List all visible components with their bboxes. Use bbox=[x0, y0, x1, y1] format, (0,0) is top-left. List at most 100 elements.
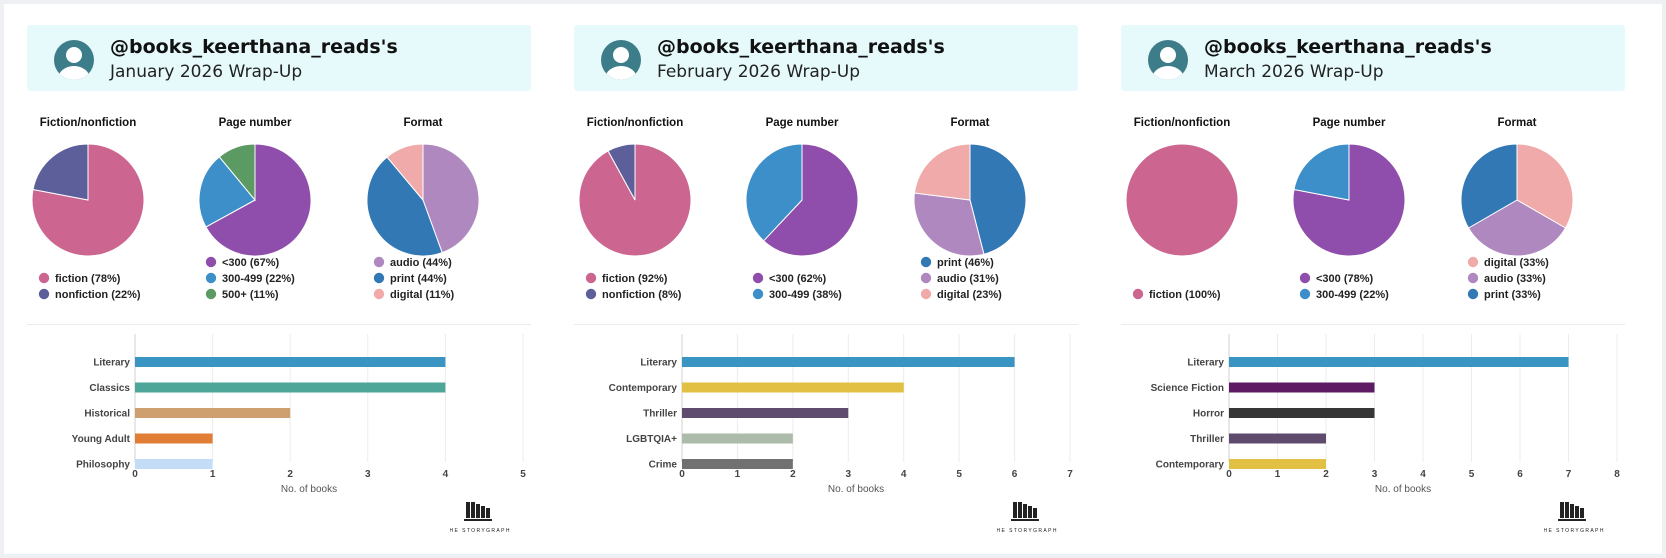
legend-label: digital (23%) bbox=[937, 289, 1002, 301]
legend-label: print (33%) bbox=[1484, 289, 1541, 301]
bar-philosophy[interactable] bbox=[135, 459, 213, 469]
bar-science-fiction[interactable] bbox=[1229, 382, 1375, 393]
bar-lgbtqia[interactable] bbox=[682, 433, 793, 444]
bar-literary[interactable] bbox=[1229, 357, 1569, 367]
pie-title: Page number bbox=[766, 117, 839, 129]
pie-slice-audio-31[interactable] bbox=[913, 192, 985, 257]
legend-swatch bbox=[1467, 256, 1479, 268]
bar-thriller[interactable] bbox=[1229, 433, 1326, 444]
x-tick-label: 1 bbox=[1275, 469, 1281, 480]
wrap-up-panel-january: @books_keerthana_reads's January 2026 Wr… bbox=[4, 4, 538, 554]
pie-slice-print-33[interactable] bbox=[1460, 143, 1518, 229]
pie-slice-nonfiction-8[interactable] bbox=[607, 143, 636, 201]
y-category-label: Contemporary bbox=[609, 383, 678, 394]
y-category-label: Young Adult bbox=[72, 434, 131, 445]
x-tick-label: 6 bbox=[1012, 469, 1018, 480]
divider bbox=[1121, 324, 1625, 325]
user-handle[interactable]: @books_keerthana_reads's bbox=[1204, 36, 1492, 58]
pie-slice-500-11[interactable] bbox=[218, 143, 256, 202]
legend-swatch bbox=[1299, 272, 1311, 284]
legend-label: fiction (78%) bbox=[55, 273, 121, 285]
pie-slice-audio-33[interactable] bbox=[1467, 199, 1567, 257]
pie-slice-nonfiction-22[interactable] bbox=[32, 143, 89, 201]
pie-slice-digital-33[interactable] bbox=[1516, 143, 1574, 229]
legend-item: print (44%) bbox=[373, 272, 447, 285]
pie-fiction-nonfiction: Fiction/nonfiction fiction (78%) nonfictio… bbox=[31, 117, 145, 301]
legend-item: print (33%) bbox=[1467, 288, 1541, 301]
logo-book bbox=[1560, 502, 1564, 518]
logo-book bbox=[466, 502, 470, 518]
pie-slice-300-67[interactable] bbox=[205, 143, 312, 257]
logo-book bbox=[471, 502, 475, 518]
pie-charts: Fiction/nonfiction fiction (92%) nonfictio… bbox=[578, 117, 1027, 301]
avatar[interactable] bbox=[601, 40, 641, 80]
pie-slice-print-44[interactable] bbox=[366, 156, 443, 257]
user-handle[interactable]: @books_keerthana_reads's bbox=[657, 36, 945, 58]
avatar[interactable] bbox=[1148, 40, 1188, 80]
pie-slice-300-499-22[interactable] bbox=[198, 156, 256, 228]
x-tick-label: 3 bbox=[365, 469, 371, 480]
legend-label: 300-499 (22%) bbox=[1316, 289, 1389, 301]
bar-crime[interactable] bbox=[682, 459, 793, 469]
bar-literary[interactable] bbox=[135, 357, 446, 367]
legend-swatch bbox=[373, 256, 385, 268]
pie-slice-digital-23[interactable] bbox=[913, 143, 971, 201]
legend-swatch bbox=[205, 272, 217, 284]
logo-text: THE STORYGRAPH bbox=[997, 528, 1057, 534]
y-category-label: Crime bbox=[649, 460, 678, 471]
y-category-label: Contemporary bbox=[1156, 460, 1225, 471]
avatar[interactable] bbox=[54, 40, 94, 80]
bar-historical[interactable] bbox=[135, 408, 291, 418]
panel-header: @books_keerthana_reads's January 2026 Wr… bbox=[27, 25, 531, 91]
avatar-head bbox=[1160, 47, 1176, 63]
pie-format: Format print (46%) audio (31%) digital (23%… bbox=[913, 117, 1027, 301]
pie-slice-digital-11[interactable] bbox=[386, 143, 424, 202]
legend-item: <300 (62%) bbox=[752, 272, 827, 285]
y-category-label: LGBTQIA+ bbox=[626, 434, 677, 445]
bar-contemporary[interactable] bbox=[682, 382, 904, 393]
bar-young-adult[interactable] bbox=[135, 433, 213, 444]
storygraph-logo: THE STORYGRAPH bbox=[450, 502, 510, 534]
pie-title: Page number bbox=[219, 117, 292, 129]
x-tick-label: 7 bbox=[1067, 469, 1073, 480]
pie-slice-audio-44[interactable] bbox=[422, 143, 480, 254]
logo-book bbox=[1028, 506, 1032, 518]
wrap-up-panel-march: @books_keerthana_reads's March 2026 Wrap… bbox=[1098, 4, 1632, 554]
x-tick-label: 4 bbox=[1420, 469, 1426, 480]
legend-item: fiction (78%) bbox=[38, 272, 121, 285]
pie-slice-300-499-22[interactable] bbox=[1293, 143, 1350, 201]
x-tick-label: 4 bbox=[443, 469, 449, 480]
legend-label: digital (11%) bbox=[390, 289, 455, 301]
pie-page-number: Page number <300 (67%) 300-499 (22%) 500+ (… bbox=[198, 117, 312, 301]
pie-slice-fiction-78[interactable] bbox=[31, 143, 145, 257]
pie-slice-print-46[interactable] bbox=[969, 143, 1027, 255]
pie-slice-300-62[interactable] bbox=[762, 143, 859, 257]
pie-slice-300-78[interactable] bbox=[1292, 143, 1406, 257]
pie-charts: Fiction/nonfiction fiction (78%) nonfictio… bbox=[31, 117, 480, 301]
legend-swatch bbox=[585, 272, 597, 284]
wrap-up-board: @books_keerthana_reads's January 2026 Wr… bbox=[4, 4, 1662, 554]
user-handle[interactable]: @books_keerthana_reads's bbox=[110, 36, 398, 58]
logo-book bbox=[1013, 502, 1017, 518]
legend-swatch bbox=[373, 272, 385, 284]
legend-item: 300-499 (22%) bbox=[205, 272, 295, 285]
bar-thriller[interactable] bbox=[682, 408, 849, 418]
genre-bar-chart: 0 1 2 3 4 5 Literary Classics Historical Young Ad… bbox=[72, 334, 526, 495]
logo-shelf bbox=[1558, 519, 1586, 521]
logo-shelf bbox=[464, 519, 492, 521]
legend-label: audio (44%) bbox=[390, 257, 452, 269]
bar-literary[interactable] bbox=[682, 357, 1015, 367]
legend-swatch bbox=[38, 272, 50, 284]
x-tick-label: 3 bbox=[1372, 469, 1378, 480]
pie-page-number: Page number <300 (78%) 300-499 (22%) bbox=[1292, 117, 1406, 301]
bar-classics[interactable] bbox=[135, 382, 446, 393]
bar-contemporary[interactable] bbox=[1229, 459, 1326, 469]
logo-book bbox=[481, 506, 485, 518]
legend-swatch bbox=[1132, 288, 1144, 300]
pie-slice-fiction-100[interactable] bbox=[1125, 143, 1239, 257]
x-tick-label: 6 bbox=[1517, 469, 1523, 480]
y-category-label: Science Fiction bbox=[1151, 383, 1224, 394]
pie-slice-300-499-38[interactable] bbox=[745, 143, 803, 242]
bar-horror[interactable] bbox=[1229, 408, 1375, 418]
legend-label: <300 (67%) bbox=[222, 257, 280, 269]
